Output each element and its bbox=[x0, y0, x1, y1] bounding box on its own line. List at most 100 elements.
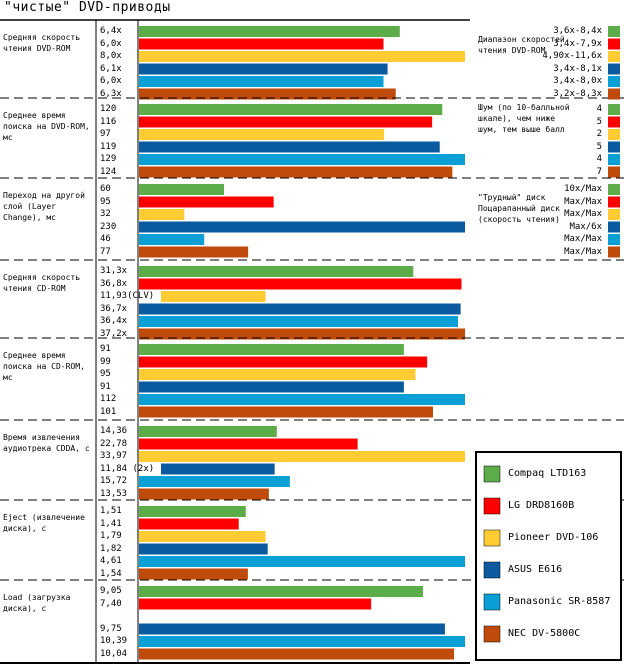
side-swatch-1-1 bbox=[608, 116, 620, 128]
side-note-label: Шум (по 10-балльной шкале), чем ниже шум… bbox=[478, 103, 575, 134]
bar-3-5 bbox=[139, 328, 465, 340]
bar-2-2 bbox=[139, 209, 185, 220]
side-swatch-2-4 bbox=[608, 234, 620, 245]
value-label: 8,0x bbox=[100, 51, 122, 61]
bar-6-2 bbox=[139, 531, 266, 542]
bar-0-4 bbox=[139, 76, 384, 87]
bar-3-3 bbox=[139, 303, 461, 315]
bar-2-3 bbox=[139, 221, 465, 233]
side-swatch-1-5 bbox=[608, 166, 620, 178]
group-label: Время извлечения аудиотрека CDDA, с bbox=[3, 433, 90, 453]
legend-entry: Panasonic SR-8587 bbox=[508, 596, 611, 607]
legend-swatch bbox=[483, 561, 501, 579]
bar-6-3 bbox=[139, 543, 268, 555]
value-label: 6,4x bbox=[100, 26, 122, 36]
bar-6-1 bbox=[139, 518, 239, 530]
bar-2-1 bbox=[139, 196, 274, 208]
value-label: 95 bbox=[100, 369, 111, 379]
value-label: 1,79 bbox=[100, 531, 122, 541]
bar-1-5 bbox=[139, 166, 453, 178]
value-label: 91 bbox=[100, 344, 111, 354]
group-label: Переход на другой слой (Layer Change), м… bbox=[3, 191, 90, 222]
bar-1-1 bbox=[139, 116, 433, 128]
side-note-value: 4 bbox=[596, 154, 602, 164]
bar-4-0 bbox=[139, 344, 404, 355]
value-label: 6,0x bbox=[100, 76, 122, 86]
side-note-value: Max/Max bbox=[564, 196, 602, 207]
side-swatch-1-2 bbox=[608, 129, 620, 140]
legend-swatch bbox=[483, 529, 501, 547]
bar-7-3 bbox=[139, 623, 445, 635]
value-label: 112 bbox=[100, 394, 117, 404]
bar-4-4 bbox=[139, 394, 465, 405]
side-swatch-1-3 bbox=[608, 141, 620, 153]
side-note-label: "Трудный" диск Поцарапанный диск (скорос… bbox=[478, 193, 565, 224]
bar-7-1 bbox=[139, 598, 372, 610]
value-label: 6,3x bbox=[100, 88, 122, 99]
side-note-value: 4,90x-11,6x bbox=[542, 51, 602, 61]
side-swatch-2-2 bbox=[608, 209, 620, 220]
bar-7-4 bbox=[139, 636, 465, 647]
value-label: 32 bbox=[100, 209, 111, 219]
bar-6-0 bbox=[139, 506, 246, 517]
side-swatch-0-4 bbox=[608, 76, 620, 87]
bar-6-5 bbox=[139, 568, 248, 580]
bar-5-5 bbox=[139, 488, 269, 500]
bar-1-4 bbox=[139, 154, 465, 165]
page-title: "чистые" DVD-приводы bbox=[4, 0, 171, 15]
side-note-value: 5 bbox=[596, 141, 602, 152]
legend-swatch bbox=[483, 593, 501, 611]
value-label: 129 bbox=[100, 154, 117, 164]
side-swatch-0-0 bbox=[608, 26, 620, 37]
value-label: 46 bbox=[100, 234, 111, 244]
value-label: 4,61 bbox=[100, 556, 122, 566]
legend-entry: NEC DV-5800C bbox=[508, 628, 581, 639]
bar-1-3 bbox=[139, 141, 440, 153]
legend-entry: LG DRD8160B bbox=[508, 500, 575, 511]
side-note-value: 3,4x-8,1x bbox=[553, 63, 602, 74]
bar-3-1 bbox=[139, 278, 462, 290]
value-label: 14,36 bbox=[100, 426, 128, 436]
value-label: 11,93(CLV) bbox=[100, 291, 155, 301]
group-label: Средняя скорость чтения CD-ROM bbox=[3, 273, 85, 293]
side-swatch-0-5 bbox=[608, 88, 620, 100]
side-note-value: 3,6x-8,4x bbox=[553, 26, 602, 36]
group-label: Средняя скорость чтения DVD-ROM bbox=[3, 33, 85, 53]
value-label: 1,41 bbox=[100, 518, 122, 529]
group-label: Среднее время поиска на CD-ROM, мс bbox=[3, 351, 90, 382]
bar-4-2 bbox=[139, 369, 416, 380]
side-swatch-0-2 bbox=[608, 51, 620, 62]
bar-4-5 bbox=[139, 406, 433, 418]
value-label: 116 bbox=[100, 116, 117, 127]
bar-3-4 bbox=[139, 316, 458, 327]
value-label: 95 bbox=[100, 196, 111, 207]
value-label: 91 bbox=[100, 381, 111, 392]
side-swatch-0-1 bbox=[608, 38, 620, 50]
side-note-value: 10x/Max bbox=[564, 184, 602, 194]
bar-2-5 bbox=[139, 246, 249, 258]
group-label: Eject (извлечение диска), с bbox=[3, 513, 90, 533]
value-label: 15,72 bbox=[100, 476, 128, 486]
group-label: Load (загрузка диска), с bbox=[3, 593, 76, 613]
bar-2-0 bbox=[139, 184, 225, 195]
value-label: 9,05 bbox=[100, 586, 122, 596]
value-label: 6,1x bbox=[100, 63, 122, 74]
legend-swatch bbox=[483, 625, 501, 643]
side-note-value: 5 bbox=[596, 116, 602, 127]
bar-1-0 bbox=[139, 104, 443, 115]
value-label: 36,4x bbox=[100, 316, 128, 326]
legend-entry: Pioneer DVD-106 bbox=[508, 532, 599, 543]
value-label: 101 bbox=[100, 406, 117, 417]
side-swatch-2-3 bbox=[608, 221, 620, 233]
group-label: Среднее время поиска на DVD-ROM, мс bbox=[3, 111, 95, 142]
side-swatch-1-0 bbox=[608, 104, 620, 115]
bar-4-3 bbox=[139, 381, 404, 393]
side-note-label: Диапазон скоростей чтения DVD-ROM bbox=[478, 35, 570, 55]
value-label: 6,0x bbox=[100, 38, 122, 49]
bar-0-5 bbox=[139, 88, 396, 100]
bar-3-0 bbox=[139, 266, 414, 277]
value-label: 97 bbox=[100, 129, 111, 139]
value-label: 7,40 bbox=[100, 598, 122, 609]
legend-box bbox=[475, 451, 622, 661]
